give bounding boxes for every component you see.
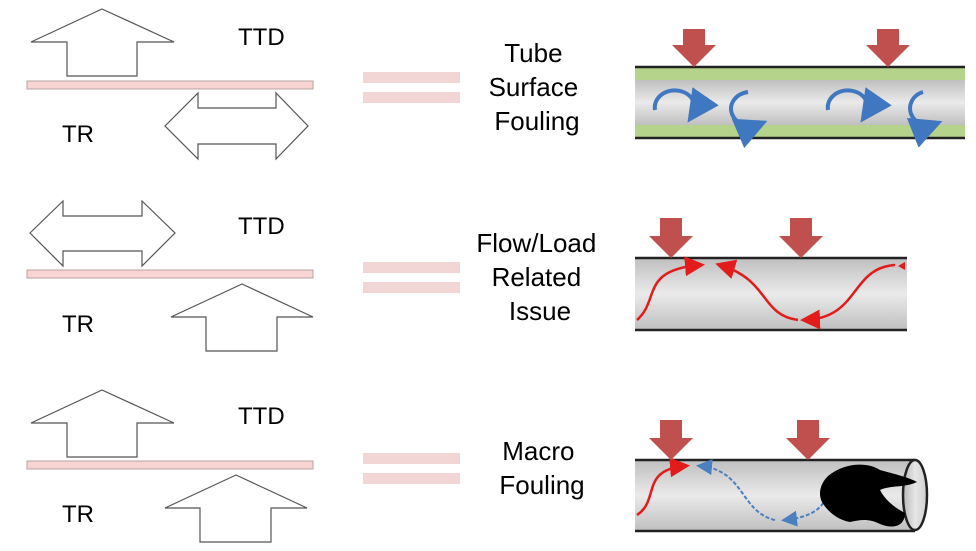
caption: Macro Fouling xyxy=(499,436,584,500)
separator-bar xyxy=(26,269,314,279)
ttd-label: TTD xyxy=(238,403,285,430)
tr-label: TR xyxy=(62,121,94,148)
tube-flow-load-illustration xyxy=(635,218,907,332)
eddy-flow-icon xyxy=(652,87,943,149)
heat-arrow-icon xyxy=(649,218,693,258)
up-arrow-icon xyxy=(30,389,175,458)
double-headed-arrow-icon xyxy=(29,199,176,268)
up-arrow-icon xyxy=(170,283,314,352)
tube-surface-fouling-illustration xyxy=(635,29,965,149)
caption: Tube Surface Fouling xyxy=(489,38,586,136)
caption: Flow/Load Related Issue xyxy=(476,228,603,326)
row-2: TTD TR Flow/Load Related Issue xyxy=(26,199,907,352)
heat-arrow-icon xyxy=(786,420,830,460)
equals-sign xyxy=(363,453,460,484)
row-1: TTD TR Tube Surface Fouling xyxy=(26,8,965,161)
up-arrow-icon xyxy=(164,474,308,543)
up-arrow-icon xyxy=(30,8,175,77)
heat-arrow-icon xyxy=(649,420,693,460)
heat-arrow-icon xyxy=(672,29,716,67)
heat-arrow-icon xyxy=(866,29,910,67)
separator-bar xyxy=(26,80,314,90)
debris-blockage-icon xyxy=(820,464,917,527)
double-headed-arrow-icon xyxy=(164,91,309,161)
ttd-label: TTD xyxy=(238,213,285,240)
tr-label: TR xyxy=(62,501,94,528)
serpentine-flow-icon xyxy=(636,256,896,330)
separator-bar xyxy=(26,460,314,470)
row-3: TTD TR Macro Fouling xyxy=(26,389,929,543)
heat-arrow-icon xyxy=(779,218,823,258)
tr-label: TR xyxy=(62,311,94,338)
equals-sign xyxy=(363,72,460,103)
ttd-label: TTD xyxy=(238,24,285,51)
tube-macro-fouling-illustration xyxy=(635,420,929,533)
equals-sign xyxy=(363,262,460,293)
